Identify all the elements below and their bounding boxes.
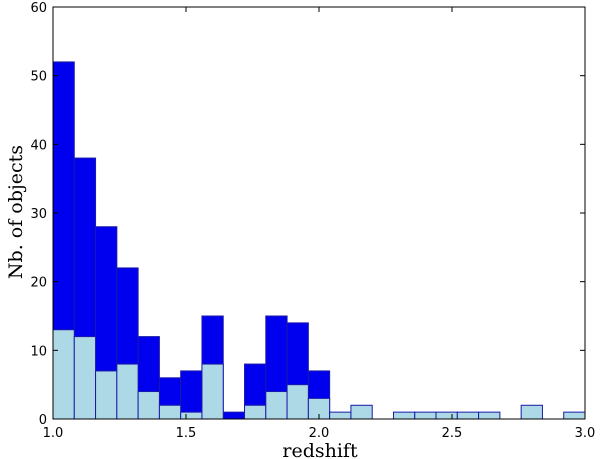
x-tick-label: 2.5 xyxy=(442,426,463,441)
bar-series2-bin12 xyxy=(286,384,309,420)
bar-series2-bin5 xyxy=(137,391,160,420)
y-tick-label: 40 xyxy=(30,138,47,153)
bar-series2-bin19 xyxy=(435,411,458,420)
bar-series2-bin2 xyxy=(73,336,97,420)
ticks-layer: 1.0 1.5 2.0 2.5 3.0 0 10 20 30 40 50 60 xyxy=(30,1,595,441)
bar-series2-bin10 xyxy=(244,404,267,420)
bar-series2-bin11 xyxy=(265,391,288,420)
bar-series2-bin15 xyxy=(350,404,373,420)
y-axis-label: Nb. of objects xyxy=(5,145,27,279)
x-tick-label: 1.0 xyxy=(43,426,64,441)
y-tick-label: 50 xyxy=(30,70,47,85)
x-axis-label: redshift xyxy=(282,440,358,459)
bar-series2-bin20 xyxy=(456,411,480,420)
y-tick-label: 60 xyxy=(30,1,47,16)
bar-series2-bin8 xyxy=(201,363,224,420)
bar-series2-bin25 xyxy=(563,411,586,420)
bar-series2-bin4 xyxy=(116,363,139,420)
bar-series2-bin7 xyxy=(180,411,203,420)
bar-series1-bin9 xyxy=(222,411,246,420)
bar-series2-bin6 xyxy=(158,404,182,420)
y-tick-label: 10 xyxy=(30,344,47,359)
x-tick-label: 1.5 xyxy=(176,426,197,441)
bar-series2-bin23 xyxy=(520,404,543,420)
bars-layer xyxy=(52,61,586,420)
bar-series2-bin18 xyxy=(414,411,437,420)
bar-series2-bin1 xyxy=(52,329,75,420)
y-tick-label: 30 xyxy=(30,207,47,222)
bar-series2-bin14 xyxy=(329,411,352,420)
y-tick-label: 20 xyxy=(30,276,47,291)
bar-series2-bin17 xyxy=(392,411,416,420)
bar-series2-bin21 xyxy=(478,411,501,420)
x-tick-label: 3.0 xyxy=(575,426,596,441)
x-tick-label: 2.0 xyxy=(309,426,330,441)
y-tick-label: 0 xyxy=(39,413,47,428)
bar-series2-bin3 xyxy=(95,370,118,420)
